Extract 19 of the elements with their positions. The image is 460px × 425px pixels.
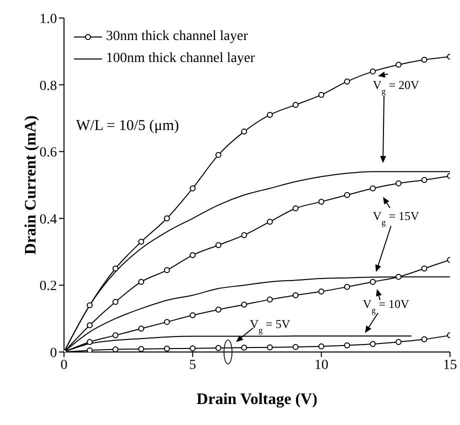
x-tick-label: 5 bbox=[189, 358, 196, 373]
y-tick-label: 1.0 bbox=[40, 12, 57, 27]
x-tick-label: 10 bbox=[314, 358, 328, 373]
x-tick-label: 15 bbox=[443, 358, 457, 373]
legend-label: 30nm thick channel layer bbox=[106, 28, 248, 46]
annotation: V$_{g}$ = 10V bbox=[362, 297, 410, 314]
y-tick-label: 0.8 bbox=[40, 78, 57, 94]
y-axis-title: Drain Current (mA) bbox=[22, 115, 40, 255]
x-tick-label: 0 bbox=[60, 358, 68, 373]
y-tick-label: 0.6 bbox=[40, 146, 57, 161]
x-axis-title: Drain Voltage (V) bbox=[196, 391, 318, 408]
annotation: V$_{g}$ = 20V bbox=[372, 78, 420, 96]
y-tick-label: 0 bbox=[50, 346, 57, 361]
annotation: V$_{g}$ = 5V bbox=[250, 317, 290, 334]
annotation: W/L = 10/5 (μm) bbox=[76, 118, 180, 134]
y-tick-label: 0.2 bbox=[40, 279, 57, 294]
annotation: V$_{g}$ = 15V bbox=[372, 209, 420, 226]
y-tick-label: 0.4 bbox=[40, 212, 57, 228]
legend-label: 100nm thick channel layer bbox=[106, 50, 255, 68]
